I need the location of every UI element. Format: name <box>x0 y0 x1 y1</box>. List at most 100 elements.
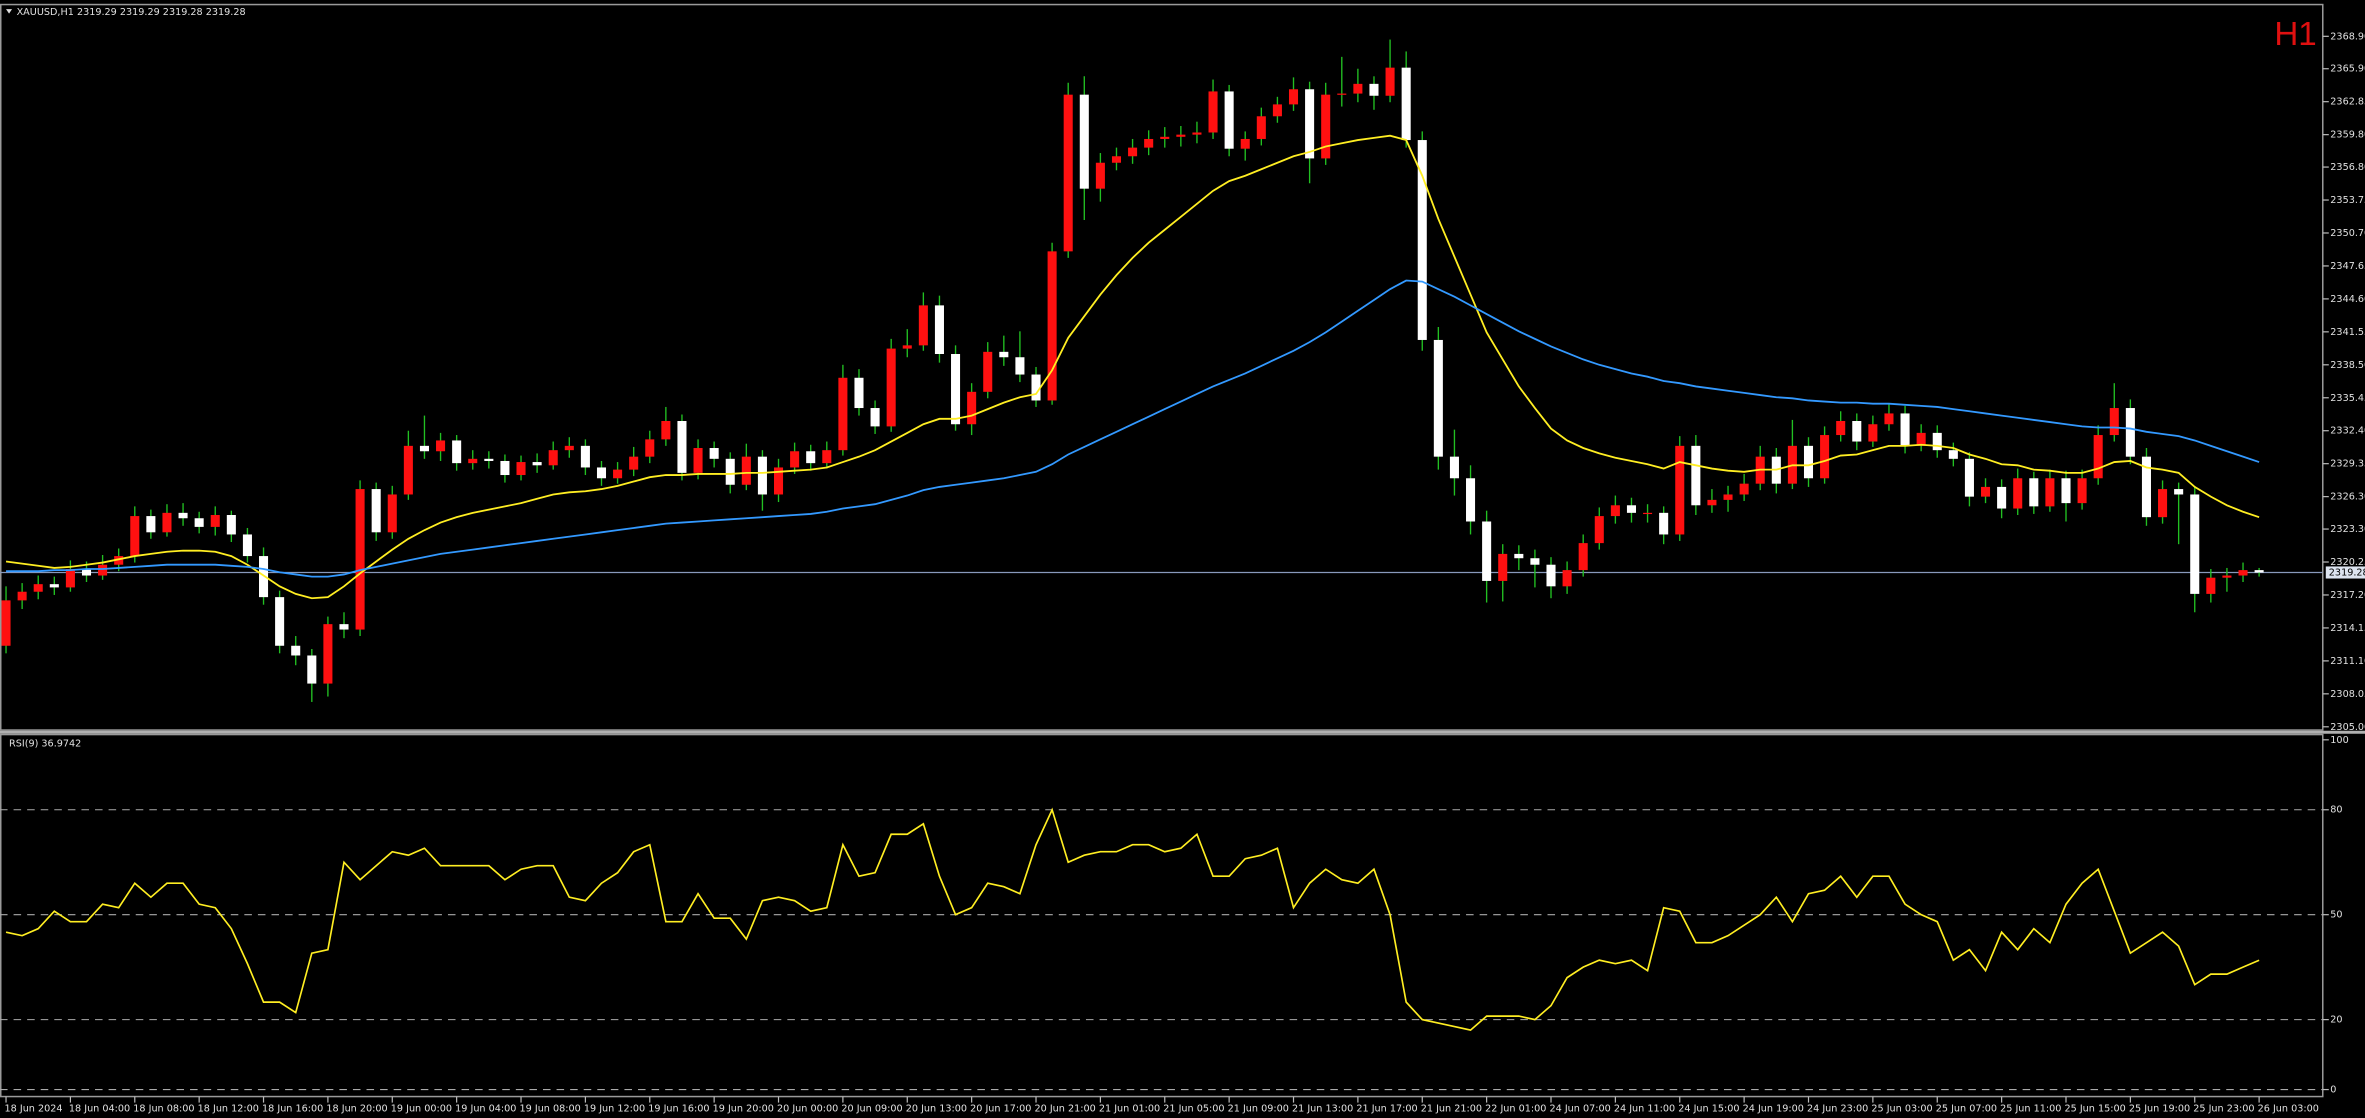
candle-body <box>999 351 1009 358</box>
x-tick-label: 20 Jun 09:00 <box>841 1104 902 1115</box>
candle-body <box>951 354 961 425</box>
candle-body <box>1498 553 1508 581</box>
candle-body <box>1095 162 1105 189</box>
y-tick-label: 2311.10 <box>2330 656 2365 667</box>
candle-body <box>468 458 478 464</box>
y-tick-label: 2362.85 <box>2330 97 2365 108</box>
x-tick-label: 20 Jun 21:00 <box>1035 1104 1096 1115</box>
y-tick-label: 2338.50 <box>2330 360 2365 371</box>
x-tick-label: 18 Jun 16:00 <box>262 1104 323 1115</box>
x-tick-label: 19 Jun 20:00 <box>713 1104 774 1115</box>
last-price-label: 2319.28 <box>2329 567 2365 578</box>
candle-body <box>1353 83 1363 94</box>
x-tick-label: 24 Jun 15:00 <box>1678 1104 1739 1115</box>
y-tick-label: 2344.60 <box>2330 294 2365 305</box>
candle-body <box>1305 89 1315 159</box>
y-tick-label: 2350.70 <box>2330 228 2365 239</box>
candle-body <box>564 445 574 451</box>
chart-title: XAUUSD,H1 2319.29 2319.29 2319.28 2319.2… <box>17 7 246 18</box>
timeframe-label: H1 <box>2274 16 2316 53</box>
candle-body <box>1820 435 1830 479</box>
candle-body <box>645 439 655 457</box>
y-tick-label: 20 <box>2330 1015 2342 1026</box>
rsi-title: RSI(9) 36.9742 <box>9 739 81 750</box>
candle-body <box>1610 505 1620 517</box>
candle-body <box>291 645 301 656</box>
x-tick-label: 25 Jun 07:00 <box>1936 1104 1997 1115</box>
x-tick-label: 21 Jun 09:00 <box>1228 1104 1289 1115</box>
y-tick-label: 2356.80 <box>2330 162 2365 173</box>
candle-body <box>1643 512 1653 515</box>
x-tick-label: 18 Jun 12:00 <box>198 1104 259 1115</box>
x-tick-label: 24 Jun 19:00 <box>1743 1104 1804 1115</box>
candle-body <box>1626 505 1636 513</box>
candle-body <box>2222 575 2232 578</box>
candle-body <box>2206 577 2216 594</box>
candle-body <box>1176 134 1186 137</box>
candle-body <box>419 445 429 452</box>
candle-body <box>1417 140 1427 340</box>
candle-body <box>1063 94 1073 252</box>
candle-body <box>1836 420 1846 436</box>
candle-body <box>2254 570 2264 573</box>
candle-body <box>1449 456 1459 479</box>
candle-body <box>2029 478 2039 507</box>
x-tick-label: 21 Jun 17:00 <box>1356 1104 1417 1115</box>
candle-body <box>661 420 671 440</box>
rsi-line <box>5 807 2260 1031</box>
candle-body <box>854 377 864 409</box>
menu-arrow <box>6 9 13 14</box>
candle-body <box>1240 138 1250 149</box>
candle-body <box>1546 564 1556 587</box>
candle-body <box>2174 489 2184 495</box>
candle-body <box>709 448 719 459</box>
candle-body <box>983 351 993 392</box>
y-tick-label: 0 <box>2330 1085 2336 1096</box>
candle-body <box>1256 116 1266 139</box>
candle-body <box>1 600 11 646</box>
y-tick-label: 2305.00 <box>2330 722 2365 733</box>
candle-body <box>33 584 43 592</box>
candle-body <box>918 305 928 346</box>
candle-body <box>323 624 333 684</box>
candle-body <box>2158 489 2168 518</box>
y-tick-label: 2368.90 <box>2330 31 2365 42</box>
moving-average <box>5 134 2260 600</box>
candle-body <box>98 564 108 576</box>
candle-body <box>1530 558 1540 565</box>
y-tick-label: 2332.40 <box>2330 426 2365 437</box>
candle-body <box>2093 435 2103 479</box>
x-tick-label: 19 Jun 12:00 <box>584 1104 645 1115</box>
candle-body <box>1385 67 1395 96</box>
x-tick-label: 25 Jun 19:00 <box>2129 1104 2190 1115</box>
candle-body <box>934 305 944 355</box>
candle-body <box>355 489 365 630</box>
candle-body <box>790 451 800 468</box>
candle-body <box>1997 486 2007 509</box>
candle-body <box>178 512 188 519</box>
candle-body <box>2077 478 2087 504</box>
candle-body <box>1578 543 1588 571</box>
x-tick-label: 19 Jun 00:00 <box>391 1104 452 1115</box>
x-tick-label: 25 Jun 03:00 <box>1871 1104 1932 1115</box>
x-tick-label: 21 Jun 21:00 <box>1421 1104 1482 1115</box>
candle-body <box>1208 91 1218 133</box>
candle-body <box>741 456 751 485</box>
candle-body <box>1594 516 1604 544</box>
candle-body <box>1739 483 1749 495</box>
y-tick-label: 2317.20 <box>2330 590 2365 601</box>
candle-body <box>1981 486 1991 497</box>
candle-body <box>1401 67 1411 141</box>
candle-body <box>2190 494 2200 594</box>
candle-body <box>596 467 607 479</box>
candle-body <box>210 515 220 527</box>
candle-body <box>275 597 285 646</box>
x-tick-label: 25 Jun 11:00 <box>2000 1104 2061 1115</box>
candle-body <box>1803 445 1814 479</box>
candle-body <box>629 456 639 470</box>
x-tick-label: 26 Jun 03:00 <box>2258 1104 2319 1115</box>
candle-body <box>242 534 252 557</box>
candle-body <box>613 469 623 479</box>
candle-body <box>1884 413 1894 425</box>
